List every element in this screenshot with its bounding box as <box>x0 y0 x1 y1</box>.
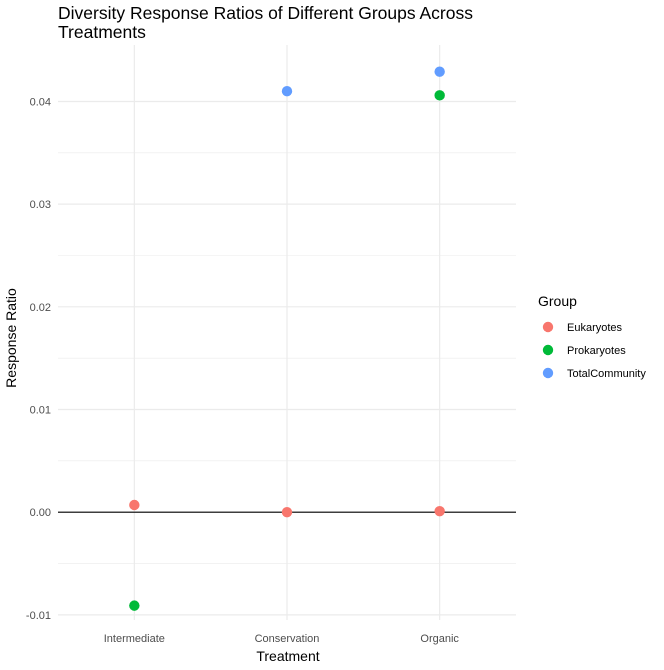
x-tick-label: Conservation <box>255 633 320 645</box>
data-point-eukaryotes <box>129 499 140 511</box>
data-points <box>129 66 445 611</box>
chart-title-line-1: Diversity Response Ratios of Different G… <box>58 3 473 23</box>
y-tick-label: 0.00 <box>30 507 51 519</box>
legend-label-eukaryotes: Eukaryotes <box>567 322 623 334</box>
x-tick-label: Organic <box>420 633 459 645</box>
legend-key-eukaryotes <box>542 321 554 333</box>
data-point-totalcommunity <box>281 86 293 97</box>
legend: Group Eukaryotes Prokaryotes TotalCommunit… <box>538 293 646 380</box>
x-axis-ticks: Intermediate Conservation Organic <box>104 633 460 645</box>
data-point-eukaryotes <box>281 506 293 518</box>
data-point-prokaryotes <box>434 90 445 101</box>
grid <box>58 45 516 620</box>
data-point-totalcommunity <box>434 66 445 77</box>
y-tick-label: 0.01 <box>30 405 51 417</box>
x-tick-label: Intermediate <box>104 633 165 645</box>
y-tick-label: 0.02 <box>30 302 51 314</box>
legend-key-totalcommunity <box>542 367 554 379</box>
legend-title: Group <box>538 293 577 309</box>
y-tick-label: -0.01 <box>26 610 51 622</box>
legend-label-totalcommunity: TotalCommunity <box>567 368 646 380</box>
chart-title-line-2: Treatments <box>58 22 146 42</box>
data-point-prokaryotes <box>129 600 140 611</box>
y-axis-title: Response Ratio <box>3 288 19 388</box>
legend-key-prokaryotes <box>542 344 554 356</box>
y-tick-label: 0.04 <box>30 96 51 108</box>
y-tick-label: 0.03 <box>30 199 51 211</box>
data-point-eukaryotes <box>434 505 445 517</box>
y-axis-ticks: -0.01 0.00 0.01 0.02 0.03 0.04 <box>26 96 51 621</box>
legend-label-prokaryotes: Prokaryotes <box>567 345 626 357</box>
x-axis-title: Treatment <box>256 648 319 664</box>
